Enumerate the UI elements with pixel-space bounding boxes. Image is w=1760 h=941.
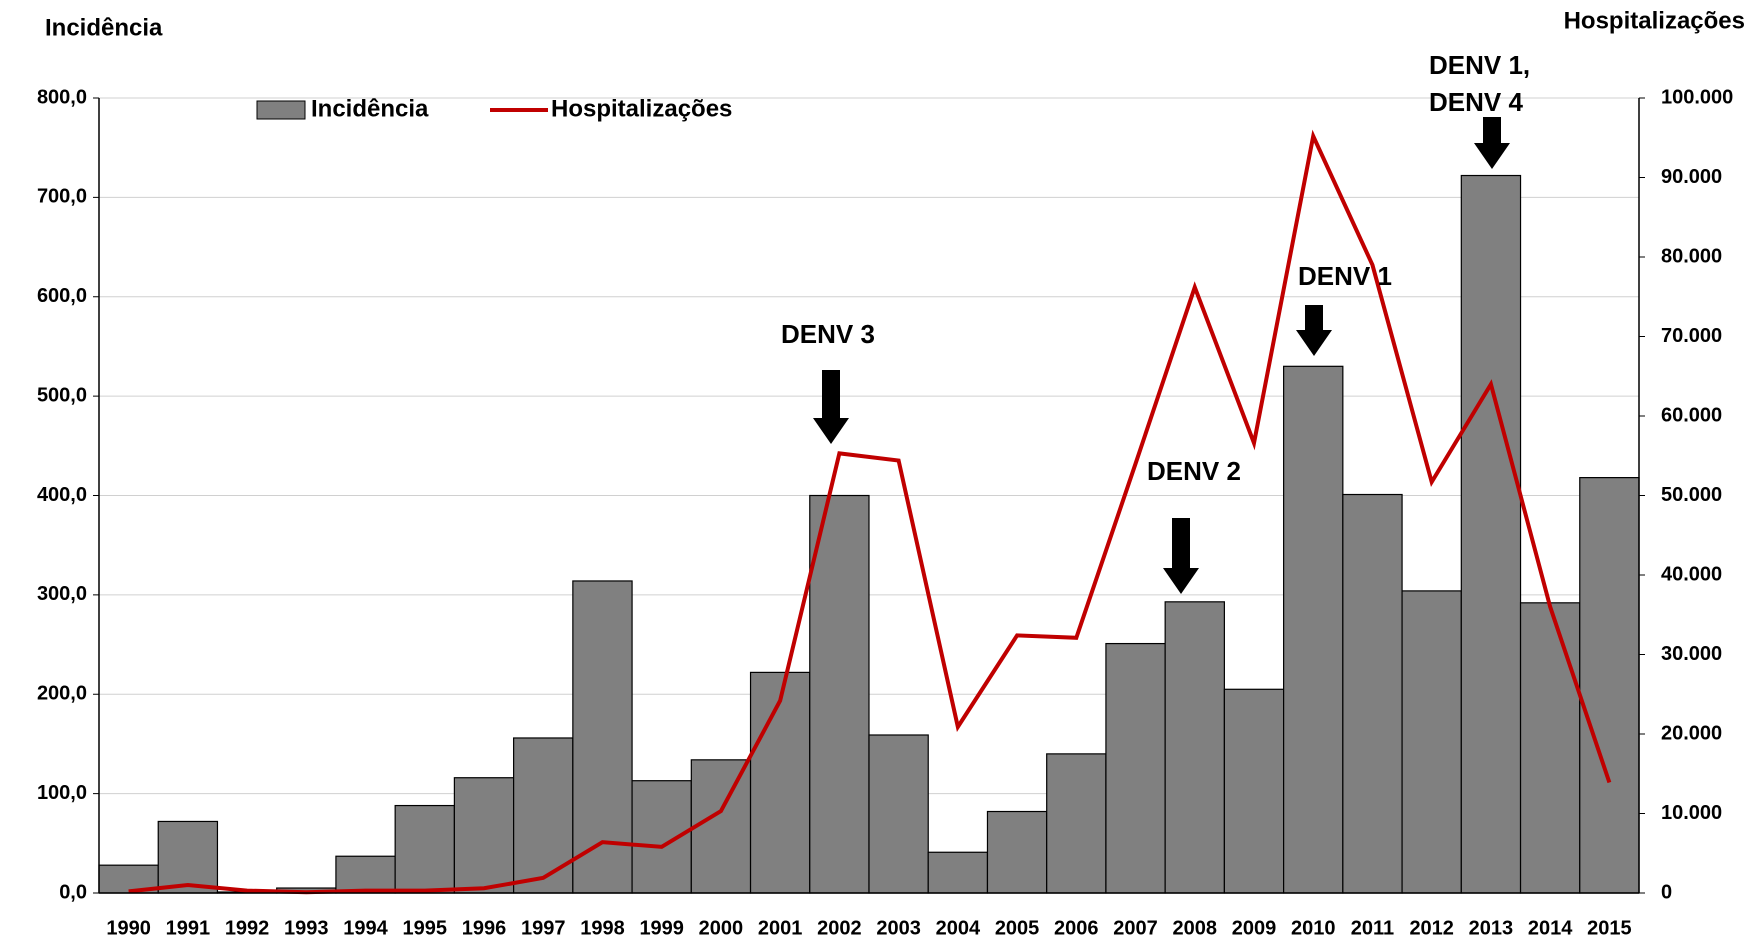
bar: [631, 780, 692, 894]
x-tick-label: 2014: [1528, 917, 1573, 939]
bar: [572, 580, 633, 894]
bar: [690, 759, 752, 894]
x-tick-label: 1992: [225, 917, 270, 939]
x-tick-label: 1991: [166, 917, 211, 939]
bar: [986, 810, 1048, 894]
x-tick-label: 2007: [1113, 917, 1158, 939]
x-tick-label: 2003: [876, 917, 921, 939]
y2-tick-label: 50.000: [1661, 484, 1722, 506]
x-tick-label: 2015: [1587, 917, 1632, 939]
bar: [394, 804, 455, 894]
x-tick-label: 1995: [403, 917, 448, 939]
y-tick-label: 500,0: [37, 384, 87, 406]
bar: [1579, 477, 1640, 894]
annotation: DENV 1,: [1429, 50, 1530, 80]
x-tick-label: 2008: [1173, 917, 1218, 939]
annotation: DENV 1: [1298, 261, 1392, 291]
bar: [1460, 174, 1522, 894]
y2-tick-label: 0: [1661, 881, 1672, 903]
bar: [1283, 365, 1344, 894]
bar: [157, 820, 219, 894]
bar: [1046, 753, 1107, 894]
bar: [809, 494, 870, 894]
y-tick-label: 0,0: [59, 881, 87, 903]
annotation-arrow: [1474, 117, 1510, 169]
y-tick-label: 300,0: [37, 583, 87, 605]
x-tick-label: 1990: [106, 917, 151, 939]
x-tick-label: 2005: [995, 917, 1040, 939]
legend-label: Hospitalizações: [551, 95, 732, 122]
y2-tick-label: 30.000: [1661, 643, 1722, 665]
x-tick-label: 2006: [1054, 917, 1099, 939]
y-tick-label: 400,0: [37, 484, 87, 506]
x-tick-label: 1997: [521, 917, 566, 939]
y-tick-label: 600,0: [37, 285, 87, 307]
x-tick-label: 2004: [936, 917, 981, 939]
y-tick-label: 800,0: [37, 86, 87, 108]
annotation: DENV 3: [781, 319, 875, 349]
x-tick-label: 2000: [699, 917, 744, 939]
y2-tick-label: 70.000: [1661, 325, 1722, 347]
y-axis-title: Incidência: [45, 14, 163, 41]
y-tick-label: 100,0: [37, 782, 87, 804]
bar: [749, 671, 811, 894]
bar: [453, 777, 515, 894]
y2-tick-label: 10.000: [1661, 802, 1722, 824]
y2-tick-label: 60.000: [1661, 404, 1722, 426]
bar: [1519, 602, 1581, 894]
legend-swatch: [256, 100, 306, 120]
x-tick-label: 2012: [1409, 917, 1454, 939]
x-tick-label: 1996: [462, 917, 507, 939]
x-tick-label: 2009: [1232, 917, 1277, 939]
y2-tick-label: 40.000: [1661, 563, 1722, 585]
x-tick-label: 2013: [1469, 917, 1514, 939]
x-tick-label: 1998: [580, 917, 625, 939]
bar: [1164, 601, 1225, 894]
bar: [1342, 493, 1403, 894]
x-tick-label: 1993: [284, 917, 329, 939]
bar: [927, 851, 989, 894]
line: [128, 129, 1612, 895]
y-tick-label: 200,0: [37, 683, 87, 705]
bar: [513, 737, 574, 894]
annotation-arrow: [1163, 518, 1199, 594]
y2-tick-label: 90.000: [1661, 166, 1722, 188]
x-tick-label: 2001: [758, 917, 803, 939]
bar: [1105, 642, 1166, 894]
x-tick-label: 2010: [1291, 917, 1336, 939]
y2-tick-label: 100.000: [1661, 86, 1733, 108]
annotation-arrow: [1296, 305, 1332, 356]
bar: [1223, 688, 1285, 894]
bar: [335, 855, 396, 894]
y2-tick-label: 20.000: [1661, 722, 1722, 744]
y-tick-label: 700,0: [37, 186, 87, 208]
x-tick-label: 2002: [817, 917, 862, 939]
x-tick-label: 2011: [1351, 917, 1394, 939]
y2-tick-label: 80.000: [1661, 245, 1722, 267]
annotation: DENV 4: [1429, 87, 1523, 117]
legend-label: Incidência: [311, 95, 429, 122]
bar: [868, 734, 929, 894]
y2-axis-title: Hospitalizações: [1564, 7, 1745, 34]
x-tick-label: 1999: [639, 917, 684, 939]
annotation-arrow: [813, 370, 849, 444]
annotation: DENV 2: [1147, 456, 1241, 486]
x-tick-label: 1994: [343, 917, 388, 939]
bar: [1401, 590, 1462, 894]
